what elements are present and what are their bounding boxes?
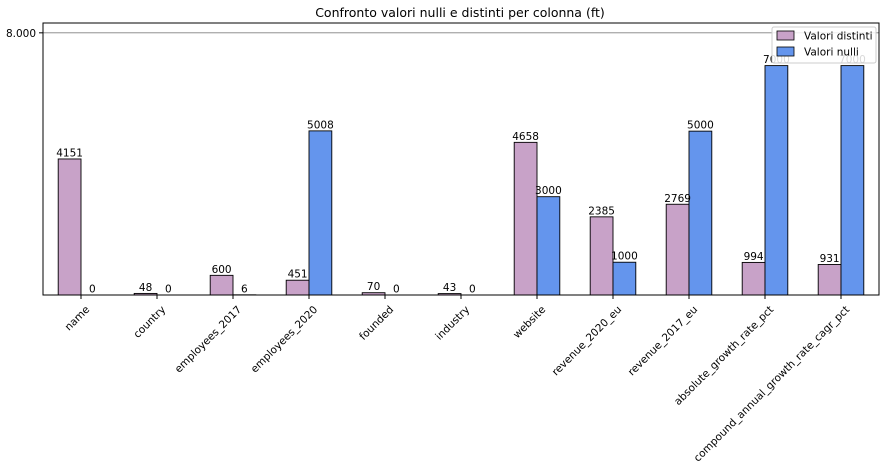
bar-valori-distinti-employees-2020	[285, 279, 310, 296]
bars-layer	[57, 65, 865, 296]
x-tick-label-revenue-2020-eu: revenue_2020_eu	[550, 304, 624, 378]
data-label-valori-distinti-name: 4151	[56, 147, 83, 159]
bar-valori-distinti-compound-annual-growth-rate-cagr-pct	[817, 264, 842, 296]
legend-label-valori-distinti: Valori distinti	[804, 31, 873, 43]
bar-valori-nulli-revenue-2020-eu	[612, 261, 637, 296]
x-tick-label-compound-annual-growth-rate-cagr-pct: compound_annual_growth_rate_cagr_pct	[692, 304, 853, 461]
x-tick-label-industry: industry	[433, 304, 472, 343]
x-tick-label-name: name	[63, 304, 93, 334]
data-label-valori-distinti-revenue-2020-eu: 2385	[588, 205, 615, 217]
bar-valori-nulli-website	[536, 196, 561, 296]
bar-valori-nulli-absolute-growth-rate-pct	[764, 65, 789, 296]
data-label-valori-distinti-absolute-growth-rate-pct: 994	[744, 251, 764, 263]
data-label-valori-nulli-employees-2020: 5008	[307, 119, 334, 131]
legend-label-valori-nulli: Valori nulli	[804, 47, 859, 59]
data-label-valori-nulli-employees-2017: 6	[241, 283, 248, 295]
x-tick-label-revenue-2017-eu: revenue_2017_eu	[626, 304, 700, 378]
bar-valori-distinti-revenue-2017-eu	[665, 203, 690, 296]
data-label-valori-distinti-founded: 70	[367, 281, 380, 293]
x-tick-label-founded: founded	[357, 304, 396, 343]
bar-valori-distinti-absolute-growth-rate-pct	[741, 261, 766, 296]
data-label-valori-distinti-industry: 43	[443, 282, 456, 294]
data-label-valori-distinti-employees-2017: 600	[212, 264, 232, 276]
bar-valori-nulli-revenue-2017-eu	[688, 130, 713, 296]
data-label-valori-distinti-compound-annual-growth-rate-cagr-pct: 931	[820, 253, 840, 265]
y-tick-label: 8.000	[6, 28, 36, 40]
data-label-valori-distinti-country: 48	[139, 282, 152, 294]
bar-valori-distinti-revenue-2020-eu	[589, 216, 614, 296]
legend-box	[771, 26, 877, 64]
bar-valori-distinti-employees-2017	[209, 274, 234, 296]
data-label-valori-nulli-revenue-2017-eu: 5000	[687, 120, 714, 132]
data-label-valori-nulli-founded: 0	[393, 284, 400, 296]
data-label-valori-nulli-revenue-2020-eu: 1000	[611, 251, 638, 263]
data-labels-layer: 4151 0 48 0 600 6 451 5008 70 0 43 0 4658 3000 2385 100…	[56, 54, 866, 295]
legend: Valori distinti Valori nulli	[771, 26, 877, 64]
x-tick-label-employees-2017: employees_2017	[173, 304, 245, 376]
data-label-valori-nulli-name: 0	[89, 284, 96, 296]
y-axis: 8.000	[6, 28, 43, 40]
x-tick-label-country: country	[131, 304, 168, 341]
data-label-valori-distinti-revenue-2017-eu: 2769	[664, 193, 691, 205]
x-axis: name country employees_2017 employees_2020 f…	[63, 295, 853, 461]
data-label-valori-nulli-website: 3000	[535, 185, 562, 197]
bar-valori-distinti-name	[57, 158, 82, 296]
legend-swatch-valori-nulli	[776, 46, 795, 57]
bar-valori-nulli-compound-annual-growth-rate-cagr-pct	[840, 65, 865, 296]
data-label-valori-distinti-website: 4658	[512, 131, 539, 143]
data-label-valori-nulli-industry: 0	[469, 284, 476, 296]
x-tick-label-employees-2020: employees_2020	[249, 304, 321, 376]
data-label-valori-nulli-country: 0	[165, 284, 172, 296]
x-tick-label-website: website	[511, 304, 548, 341]
data-label-valori-distinti-employees-2020: 451	[288, 269, 308, 281]
legend-swatch-valori-distinti	[776, 30, 795, 41]
bar-valori-distinti-website	[513, 141, 538, 296]
bar-valori-nulli-employees-2020	[308, 130, 333, 296]
chart-title: Confronto valori nulli e distinti per co…	[315, 5, 605, 20]
